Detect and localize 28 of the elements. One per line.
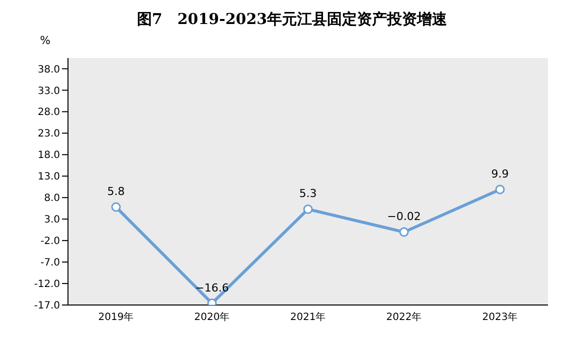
chart-title: 图7 2019-2023年元江县固定资产投资增速 — [136, 10, 448, 29]
y-tick-label: 18.0 — [38, 150, 60, 162]
point — [495, 184, 505, 194]
point — [303, 204, 313, 214]
text: 5.3 — [299, 187, 317, 200]
y-tick-label: -17.0 — [34, 300, 60, 312]
y-tick-label: 33.0 — [38, 86, 60, 97]
point — [399, 227, 409, 237]
text: 9.9 — [491, 167, 509, 180]
x-tick-label: 2019年 — [98, 311, 134, 324]
y-tick-label: 23.0 — [38, 128, 60, 140]
y-tick-label: 13.0 — [38, 172, 60, 183]
x-tick-label: 2020年 — [194, 311, 230, 324]
y-tick-label: -7.0 — [40, 258, 60, 269]
y-tick-label: 3.0 — [44, 214, 60, 226]
y-tick-label: 8.0 — [44, 193, 60, 204]
text: −0.02 — [387, 210, 421, 224]
text: 5.8 — [107, 185, 125, 198]
y-tick-label: 28.0 — [38, 107, 60, 118]
y-tick-label: 38.0 — [38, 64, 60, 76]
x-tick-label: 2022年 — [386, 311, 422, 324]
point — [111, 202, 121, 212]
y-tick-label: -12.0 — [34, 279, 60, 290]
y-axis-title: % — [40, 34, 50, 47]
x-tick-label: 2021年 — [290, 311, 326, 324]
x-tick-label: 2023年 — [482, 311, 518, 324]
y-tick-label: -2.0 — [40, 236, 60, 248]
text: −16.6 — [195, 281, 229, 294]
